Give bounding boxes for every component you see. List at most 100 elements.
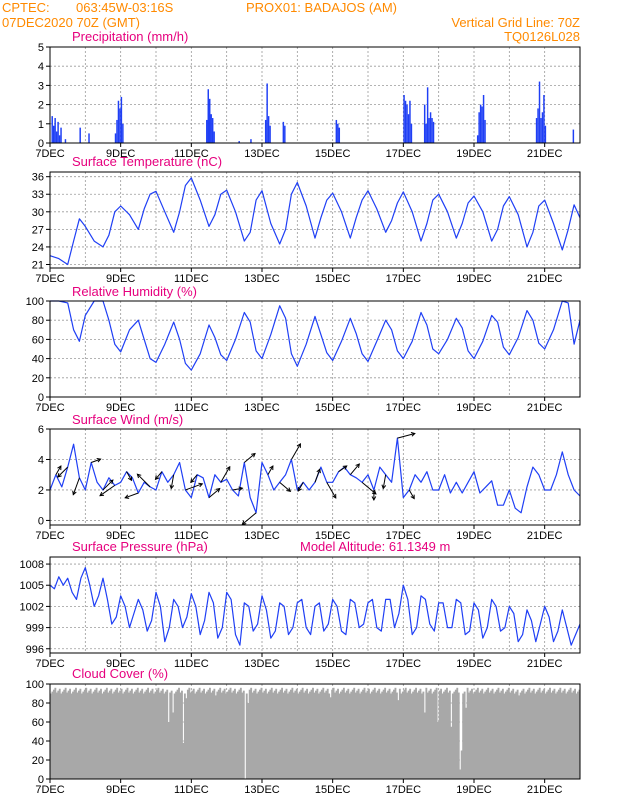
wind-arrow-head [316, 468, 321, 474]
precip-bar [478, 112, 480, 143]
precip-bar [88, 133, 90, 143]
cloud-bar [485, 689, 488, 779]
cloud-bar [285, 688, 288, 779]
precip-bar [238, 141, 240, 143]
cloud-bar [451, 693, 454, 779]
cloud-bar [173, 693, 176, 779]
wind-title: Surface Wind (m/s) [72, 412, 183, 427]
cloud-bar [356, 690, 359, 779]
cloud-bar [269, 689, 272, 779]
cloud-bar [259, 689, 261, 779]
cloud-bar [200, 692, 203, 779]
pressure-subtitle: Model Altitude: 61.1349 m [300, 539, 450, 554]
precip-bar [122, 123, 124, 143]
cloud-bar [130, 688, 133, 779]
cloud-bar [116, 687, 119, 779]
xtick-label: 9DEC [106, 273, 135, 285]
cloud-bar [565, 693, 568, 779]
cloud-bar [329, 697, 332, 779]
cloud-bar [178, 687, 180, 779]
cloud-bar [476, 687, 479, 779]
ytick-label: 0 [38, 138, 44, 150]
cloud-bar [222, 690, 225, 779]
wind-arrow-head [99, 491, 105, 497]
cloud-bar [309, 691, 311, 779]
cloud-bar [279, 689, 282, 779]
cloud-bar [154, 691, 157, 779]
cloud-bar [499, 692, 501, 779]
cloud-bar [166, 689, 169, 779]
cloud-bar [348, 693, 351, 779]
xtick-label: 21DEC [527, 530, 563, 542]
cloud-bar [444, 689, 447, 779]
header-date: 07DEC2020 70Z (GMT) [2, 15, 140, 30]
cloud-bar [419, 688, 422, 779]
wind-arrow-head [355, 463, 361, 469]
wind-arrow-head [381, 484, 387, 490]
xtick-label: 19DEC [456, 658, 492, 670]
cloud-bar [428, 690, 431, 779]
cloud-bar [393, 689, 395, 779]
cloud-bar [92, 691, 95, 779]
cloud-bar [256, 693, 258, 779]
rh-panel: 0 20 40 60 80 100 7DEC 9DEC 11DEC 13DEC 15DEC 17DEC… [26, 284, 581, 414]
xtick-label: 11DEC [174, 658, 209, 670]
cloud-bar [73, 689, 76, 779]
ytick-label: 4 [38, 454, 44, 466]
precip-bar [209, 98, 211, 143]
wind-arrow [291, 443, 301, 460]
cloud-bar [169, 692, 172, 779]
cloud-bar [382, 689, 385, 779]
cloud-bar [529, 692, 532, 779]
cloud-bar [438, 690, 441, 779]
cloud-bar [64, 687, 67, 779]
cloud-bar [119, 690, 122, 779]
cloud-bar [568, 689, 571, 779]
cloud-bar [469, 690, 472, 779]
cloud-bar [151, 688, 154, 779]
cloud-bar [412, 691, 415, 779]
cloud-bar [253, 690, 256, 779]
cloud-bar [478, 692, 481, 779]
cloud-bar [379, 693, 382, 779]
wind-arrow [208, 488, 221, 498]
cloud-bar [531, 690, 534, 779]
cloud-bar [63, 689, 66, 779]
xtick-label: 15DEC [315, 658, 351, 670]
precip-panel: 0 1 2 3 4 5 7DEC 9DEC 11DEC 13DEC 15DEC 17DEC 19DEC 2… [35, 29, 581, 160]
precip-bar [52, 125, 55, 143]
cloud-panel: 0 20 40 60 80 100 7DEC 9DEC 11DEC 13DEC 15DEC 17DEC… [26, 666, 581, 796]
precip-bar [210, 114, 212, 143]
cloud-bar [213, 688, 216, 779]
wind-arrow-head [190, 478, 195, 484]
cloud-bar [100, 688, 102, 779]
cloud-bar [549, 687, 551, 779]
cloud-bar [103, 691, 105, 779]
cloud-bar [407, 690, 410, 779]
cloud-bar [105, 687, 108, 779]
cloud-bar [490, 690, 493, 779]
precip-bar [338, 127, 341, 143]
precip-bar [60, 127, 62, 143]
ytick-label: 1008 [20, 559, 44, 571]
cloud-bar [544, 693, 547, 779]
wind-arrow-head [269, 465, 274, 471]
temp-frame [49, 171, 581, 269]
cloud-bar [366, 690, 369, 779]
cloud-bar [300, 689, 303, 779]
ytick-label: 2 [38, 485, 44, 497]
cloud-bar [67, 690, 70, 779]
cloud-bar [186, 689, 189, 779]
precip-bar [211, 118, 214, 143]
precip-bar [428, 118, 430, 143]
cloud-bar [391, 691, 394, 779]
cloud-bar [61, 691, 64, 779]
ytick-label: 100 [26, 679, 44, 691]
cloud-bar [494, 691, 497, 779]
wind-arrow [155, 471, 163, 480]
cloud-bar [481, 688, 484, 779]
precip-bar [423, 104, 426, 143]
cloud-bar [365, 692, 367, 779]
precip-bar [484, 119, 486, 143]
cloud-bar [353, 687, 356, 779]
